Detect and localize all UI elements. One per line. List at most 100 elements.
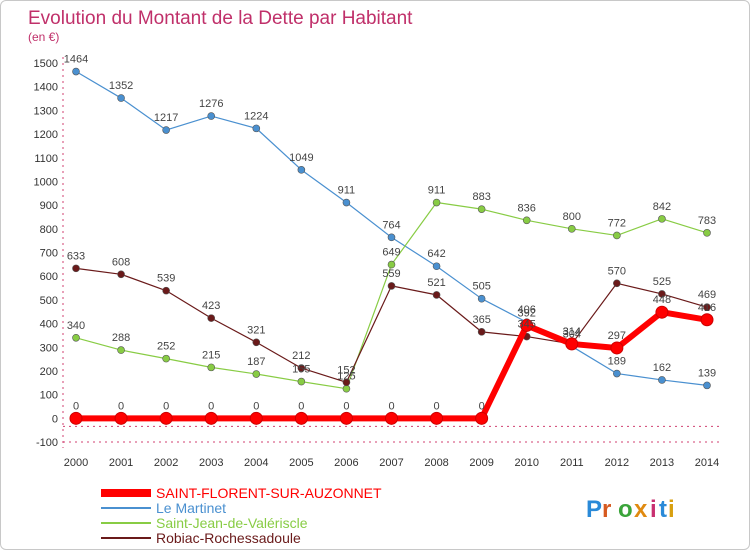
data-point <box>520 318 534 332</box>
y-tick-label: 900 <box>40 200 58 212</box>
logo-letter: x <box>634 496 648 523</box>
y-tick-label: 200 <box>40 366 58 378</box>
data-point <box>387 282 396 290</box>
data-label: 314 <box>563 326 581 338</box>
data-point <box>432 291 441 299</box>
data-label: 0 <box>298 400 304 412</box>
data-point <box>477 294 486 303</box>
data-label: 392 <box>518 307 536 319</box>
data-label: 416 <box>698 302 716 314</box>
x-tick-label: 2005 <box>289 457 313 469</box>
data-label: 633 <box>67 250 85 262</box>
data-point <box>700 313 714 327</box>
data-point <box>297 364 306 372</box>
data-label: 340 <box>67 320 85 332</box>
data-point <box>72 333 80 342</box>
data-point <box>162 354 170 363</box>
data-point <box>297 377 306 386</box>
legend-label: SAINT-FLORENT-SUR-AUZONNET <box>156 485 382 501</box>
data-point <box>703 381 711 390</box>
data-label: 252 <box>157 341 175 353</box>
data-label: 155 <box>292 364 310 376</box>
data-label: 469 <box>698 289 716 301</box>
data-label: 525 <box>653 276 671 288</box>
data-point <box>658 290 666 298</box>
data-point <box>385 411 398 425</box>
x-tick-label: 2008 <box>424 457 448 469</box>
x-tick-label: 2000 <box>64 457 88 469</box>
logo-letter: t <box>659 496 667 523</box>
data-label: 521 <box>427 277 445 289</box>
data-point <box>703 303 711 312</box>
data-point <box>69 411 83 425</box>
data-point <box>655 305 669 319</box>
x-tick-label: 2013 <box>650 457 674 469</box>
data-label: 215 <box>202 349 220 361</box>
data-label: 314 <box>563 326 581 338</box>
y-tick-label: 600 <box>40 271 58 283</box>
data-label: 0 <box>253 400 259 412</box>
data-label: 0 <box>118 400 124 412</box>
data-point <box>477 205 486 213</box>
data-point <box>432 262 441 271</box>
data-point <box>162 126 170 134</box>
data-label: 288 <box>112 332 130 344</box>
data-point <box>342 384 351 393</box>
data-label: 0 <box>434 400 440 412</box>
data-label: 345 <box>518 319 536 331</box>
data-point <box>162 286 170 295</box>
data-point <box>204 411 218 425</box>
y-tick-label: 100 <box>40 390 58 402</box>
data-label: 406 <box>518 304 536 316</box>
series-lines <box>69 67 714 425</box>
data-point <box>658 376 666 384</box>
data-point <box>342 198 351 207</box>
data-label: 783 <box>698 215 716 227</box>
data-label: 0 <box>388 400 394 412</box>
logo-letter: r <box>602 496 611 523</box>
data-label: 448 <box>653 294 671 306</box>
data-label: 162 <box>653 362 671 374</box>
data-point <box>207 314 216 322</box>
data-label: 423 <box>202 300 220 312</box>
data-point <box>658 215 666 223</box>
data-label: 800 <box>563 211 581 223</box>
data-label: 608 <box>112 256 130 268</box>
data-point <box>342 378 351 387</box>
data-point <box>432 198 441 207</box>
x-tick-label: 2014 <box>695 457 719 469</box>
legend-label: Le Martinet <box>156 500 226 516</box>
data-point <box>114 411 128 425</box>
y-tick-label: 300 <box>40 342 58 354</box>
y-tick-label: 1200 <box>34 129 58 141</box>
chart-title: Evolution du Montant de la Dette par Hab… <box>28 8 413 29</box>
data-point <box>252 338 261 347</box>
data-point <box>477 328 486 336</box>
data-point <box>339 411 353 425</box>
x-tick-label: 2001 <box>109 457 133 469</box>
x-tick-label: 2004 <box>244 457 268 469</box>
y-tick-label: 1500 <box>34 58 58 70</box>
data-point <box>567 225 576 233</box>
logo-letter: i <box>650 496 657 523</box>
data-label: 0 <box>343 400 349 412</box>
data-point <box>387 260 396 269</box>
data-label: 1352 <box>109 80 133 92</box>
data-label: 772 <box>608 217 626 229</box>
data-label: 559 <box>382 268 400 280</box>
data-point <box>610 341 624 355</box>
data-label: 911 <box>338 185 356 197</box>
data-point <box>207 112 216 120</box>
data-label: 0 <box>163 400 169 412</box>
data-label: 570 <box>608 265 626 277</box>
data-label: 0 <box>208 400 214 412</box>
data-label: 0 <box>479 400 485 412</box>
y-tick-label: 1000 <box>34 176 58 188</box>
data-label: 539 <box>157 273 175 285</box>
data-label: 0 <box>73 400 79 412</box>
y-tick-label: 500 <box>40 295 58 307</box>
y-tick-label: 400 <box>40 319 58 331</box>
